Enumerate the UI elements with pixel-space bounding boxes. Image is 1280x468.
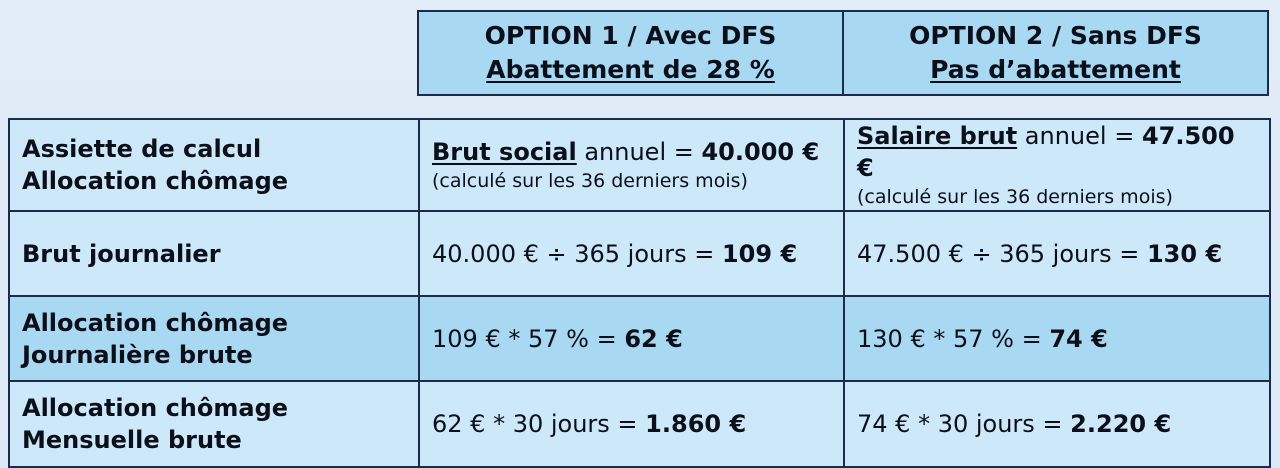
table-row: Brut journalier 40.000 € ÷ 365 jours = 1… — [8, 210, 1271, 297]
table-row: Allocation chômage Journalière brute 109… — [8, 295, 1271, 382]
option2-value: 47.500 € — [857, 122, 1235, 182]
row-label-line2: Allocation chômage — [22, 167, 289, 195]
row-label: Brut journalier — [8, 210, 420, 297]
option1-expr: 109 € * 57 % = — [432, 324, 625, 353]
row-label-line1: Brut journalier — [22, 239, 221, 268]
option2-subtitle: Pas d’abattement — [930, 55, 1181, 84]
option1-value: 1.860 € — [645, 410, 747, 438]
option2-value: 130 € — [1146, 239, 1223, 268]
option2-expr: 130 € * 57 % = — [857, 324, 1050, 353]
row-label: Assiette de calcul Allocation chômage — [8, 118, 420, 212]
option1-header: OPTION 1 / Avec DFS Abattement de 28 % — [419, 12, 842, 94]
option1-value: 109 € — [721, 239, 798, 268]
table-row: Allocation chômage Mensuelle brute 62 € … — [8, 380, 1271, 468]
row-label-line2: Mensuelle brute — [22, 426, 242, 454]
option1-cell: 62 € * 30 jours = 1.860 € — [418, 380, 845, 468]
option1-cell: 109 € * 57 % = 62 € — [418, 295, 845, 382]
options-header: OPTION 1 / Avec DFS Abattement de 28 % O… — [417, 10, 1269, 96]
option2-cell: 47.500 € ÷ 365 jours = 130 € — [843, 210, 1271, 297]
option2-expr: 74 € * 30 jours = — [857, 410, 1071, 438]
option2-mid: annuel = — [1017, 122, 1142, 150]
option1-value: 62 € — [624, 324, 683, 353]
option2-title: OPTION 2 / Sans DFS — [909, 21, 1202, 50]
option2-header: OPTION 2 / Sans DFS Pas d’abattement — [842, 12, 1267, 94]
option2-expr: 47.500 € ÷ 365 jours = — [857, 239, 1147, 268]
option2-cell: 130 € * 57 % = 74 € — [843, 295, 1271, 382]
row-label-line2: Journalière brute — [22, 340, 253, 369]
option2-cell: 74 € * 30 jours = 2.220 € — [843, 380, 1271, 468]
row-label: Allocation chômage Journalière brute — [8, 295, 420, 382]
option1-expr: 40.000 € ÷ 365 jours = — [432, 239, 722, 268]
option1-term: Brut social — [432, 138, 577, 166]
option1-title: OPTION 1 / Avec DFS — [484, 21, 777, 50]
option1-note: (calculé sur les 36 derniers mois) — [432, 170, 748, 192]
option2-cell: Salaire brut annuel = 47.500 € (calculé … — [843, 118, 1271, 212]
row-label-line1: Assiette de calcul — [22, 135, 262, 163]
option2-value: 74 € — [1049, 324, 1108, 353]
option2-note: (calculé sur les 36 derniers mois) — [857, 186, 1173, 208]
table-row: Assiette de calcul Allocation chômage Br… — [8, 118, 1271, 212]
row-label-line1: Allocation chômage — [22, 394, 289, 422]
option1-expr: 62 € * 30 jours = — [432, 410, 646, 438]
option1-mid: annuel = — [576, 138, 702, 166]
option1-cell: 40.000 € ÷ 365 jours = 109 € — [418, 210, 845, 297]
option1-value: 40.000 € — [701, 138, 820, 166]
comparison-table: Assiette de calcul Allocation chômage Br… — [8, 118, 1271, 468]
option2-value: 2.220 € — [1070, 410, 1172, 438]
option1-cell: Brut social annuel = 40.000 € (calculé s… — [418, 118, 845, 212]
option1-subtitle: Abattement de 28 % — [486, 55, 775, 84]
row-label-line1: Allocation chômage — [22, 308, 289, 337]
option2-term: Salaire brut — [857, 122, 1018, 150]
row-label: Allocation chômage Mensuelle brute — [8, 380, 420, 468]
